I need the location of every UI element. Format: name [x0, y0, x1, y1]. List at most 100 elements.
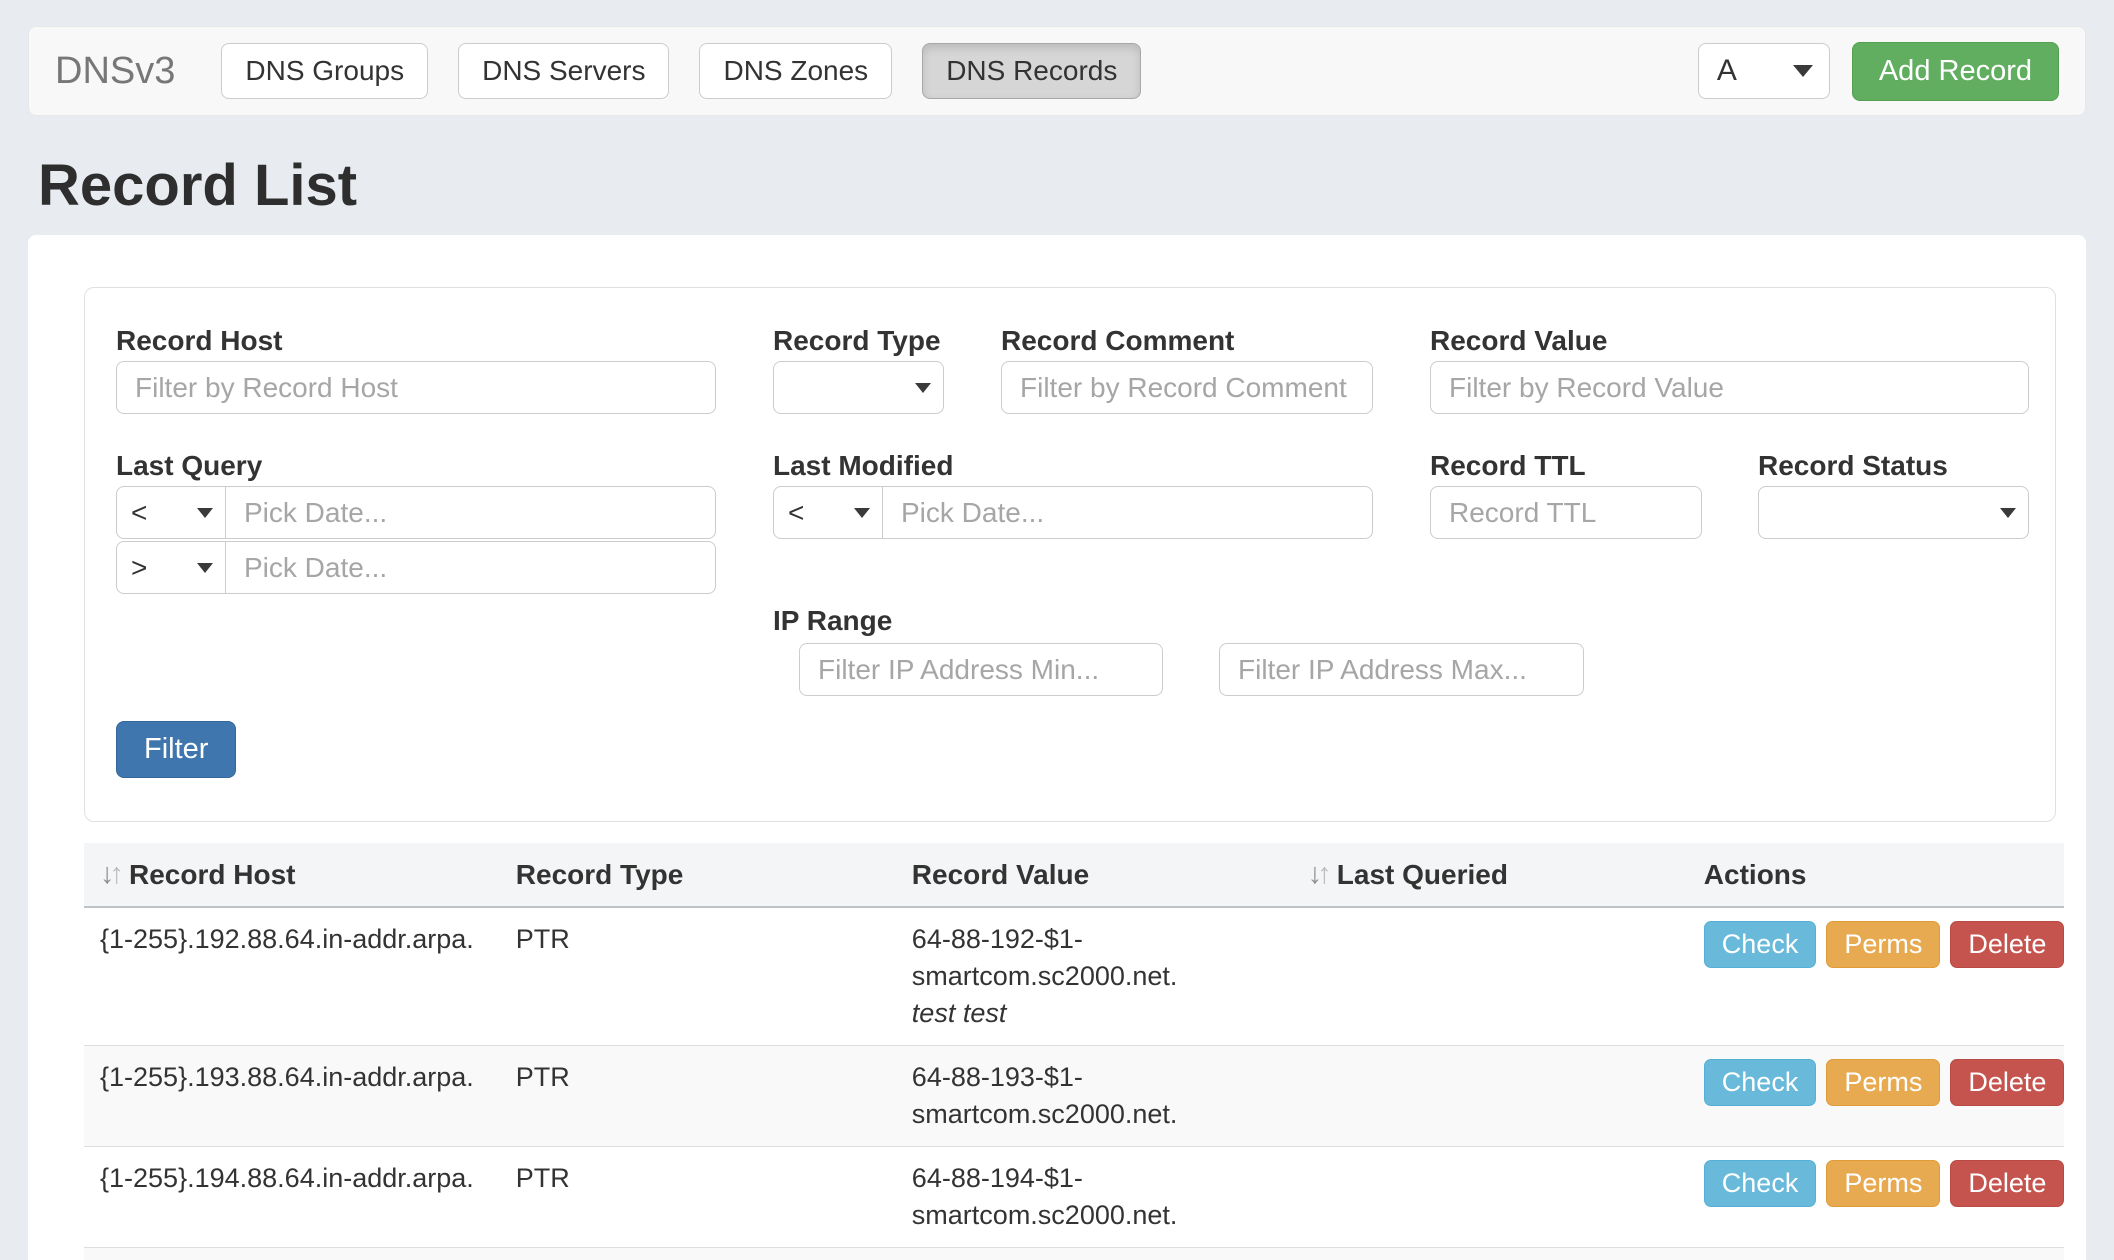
record-value-cell: 64-88-194-$1-smartcom.sc2000.net. — [896, 1147, 1292, 1247]
last-modified-op-select[interactable]: < — [773, 486, 883, 539]
last-query-before-group: < — [116, 486, 716, 539]
record-type-cell: PTR — [500, 1147, 896, 1247]
sort-icon: ↓↑ — [1308, 858, 1327, 891]
last-queried-cell — [1292, 908, 1688, 1045]
nav-items: DNS Groups DNS Servers DNS Zones DNS Record… — [221, 43, 1171, 99]
delete-button[interactable]: Delete — [1950, 1160, 2064, 1207]
table-row: {1-255}.192.88.64.in-addr.arpa.PTR64-88-… — [84, 908, 2064, 1045]
check-button[interactable]: Check — [1704, 1160, 1817, 1207]
page-title: Record List — [38, 152, 357, 219]
chevron-down-icon — [197, 563, 213, 573]
last-query-after-op-value: > — [131, 552, 147, 584]
delete-button[interactable]: Delete — [1950, 921, 2064, 968]
record-host-cell: {1-255}.194.88.64.in-addr.arpa. — [84, 1147, 500, 1247]
record-status-filter-group: Record Status — [1758, 449, 2029, 539]
delete-button[interactable]: Delete — [1950, 1059, 2064, 1106]
record-host-filter-group: Record Host — [116, 324, 716, 414]
add-record-button[interactable]: Add Record — [1852, 42, 2059, 101]
table-header-row: ↓↑ Record Host Record Type Record Value … — [84, 843, 2064, 908]
column-header-actions: Actions — [1688, 843, 2064, 906]
last-query-before-date-input[interactable] — [225, 486, 716, 539]
record-host-filter-input[interactable] — [116, 361, 716, 414]
navbar: DNSv3 DNS GroupsDNS ServersDNS ZonesDNS … — [28, 26, 2086, 116]
chevron-down-icon — [1793, 65, 1813, 77]
row-actions: CheckPermsDelete — [1704, 1059, 2048, 1106]
last-modified-group: < — [773, 486, 1373, 539]
record-value-filter-input[interactable] — [1430, 361, 2029, 414]
last-query-after-date-input[interactable] — [225, 541, 716, 594]
ip-range-label: IP Range — [773, 604, 892, 638]
record-value-cell: 64-88-192-$1-smartcom.sc2000.net.test te… — [896, 908, 1292, 1045]
ip-address-min-input[interactable] — [799, 643, 1163, 696]
record-comment-filter-input[interactable] — [1001, 361, 1373, 414]
last-query-after-op-select[interactable]: > — [116, 541, 226, 594]
row-actions: CheckPermsDelete — [1704, 921, 2048, 968]
perms-button[interactable]: Perms — [1826, 1160, 1940, 1207]
table-row: {1-255}.194.88.64.in-addr.arpa.PTR64-88-… — [84, 1146, 2064, 1247]
check-button[interactable]: Check — [1704, 1059, 1817, 1106]
row-actions: CheckPermsDelete — [1704, 1160, 2048, 1207]
record-type-filter-select[interactable] — [773, 361, 944, 414]
last-modified-label: Last Modified — [773, 449, 1373, 483]
record-type-filter-group: Record Type — [773, 324, 944, 414]
last-queried-cell — [1292, 1147, 1688, 1247]
record-type-select-value: A — [1717, 54, 1737, 88]
record-value-label: Record Value — [1430, 324, 2029, 358]
record-ttl-filter-input[interactable] — [1430, 486, 1702, 539]
perms-button[interactable]: Perms — [1826, 921, 1940, 968]
chevron-down-icon — [854, 508, 870, 518]
table-row: {1-255}.193.88.64.in-addr.arpa.PTR64-88-… — [84, 1045, 2064, 1146]
record-value-text: 64-88-192-$1-smartcom.sc2000.net. — [912, 921, 1276, 995]
nav-item-dns-groups[interactable]: DNS Groups — [221, 43, 428, 99]
column-header-record-value: Record Value — [896, 843, 1292, 906]
check-button[interactable]: Check — [1704, 921, 1817, 968]
chevron-down-icon — [915, 383, 931, 393]
nav-item-dns-zones[interactable]: DNS Zones — [699, 43, 892, 99]
last-query-before-op-select[interactable]: < — [116, 486, 226, 539]
column-header-label: Record Type — [516, 859, 684, 891]
table-row-partial — [84, 1247, 2064, 1260]
column-header-label: Record Host — [129, 859, 295, 891]
records-table: ↓↑ Record Host Record Type Record Value … — [84, 843, 2064, 1260]
last-query-filter-group: Last Query < > — [116, 449, 716, 594]
record-value-filter-group: Record Value — [1430, 324, 2029, 414]
nav-item-dns-servers[interactable]: DNS Servers — [458, 43, 669, 99]
app-brand[interactable]: DNSv3 — [55, 50, 175, 93]
ip-address-max-input[interactable] — [1219, 643, 1584, 696]
table-body: {1-255}.192.88.64.in-addr.arpa.PTR64-88-… — [84, 908, 2064, 1247]
last-query-after-group: > — [116, 541, 716, 594]
filter-panel: Record Host Record Type Record Comment R… — [84, 287, 2056, 822]
record-type-cell: PTR — [500, 1046, 896, 1146]
filter-submit-button[interactable]: Filter — [116, 721, 236, 778]
column-header-label: Last Queried — [1337, 859, 1508, 891]
record-value-text: 64-88-194-$1-smartcom.sc2000.net. — [912, 1160, 1276, 1234]
sort-icon: ↓↑ — [100, 858, 119, 891]
last-query-label: Last Query — [116, 449, 716, 483]
record-type-select[interactable]: A — [1698, 43, 1830, 99]
record-value-text: 64-88-193-$1-smartcom.sc2000.net. — [912, 1059, 1276, 1133]
actions-cell: CheckPermsDelete — [1688, 1046, 2064, 1146]
chevron-down-icon — [2000, 508, 2016, 518]
record-status-filter-select[interactable] — [1758, 486, 2029, 539]
column-header-record-type: Record Type — [500, 843, 896, 906]
column-header-record-host[interactable]: ↓↑ Record Host — [84, 843, 500, 906]
column-header-label: Record Value — [912, 859, 1089, 891]
record-ttl-label: Record TTL — [1430, 449, 1702, 483]
main-content: Record Host Record Type Record Comment R… — [28, 235, 2086, 1260]
last-modified-op-value: < — [788, 497, 804, 529]
record-ttl-filter-group: Record TTL — [1430, 449, 1702, 539]
record-value-cell: 64-88-193-$1-smartcom.sc2000.net. — [896, 1046, 1292, 1146]
column-header-last-queried[interactable]: ↓↑ Last Queried — [1292, 843, 1688, 906]
record-type-cell: PTR — [500, 908, 896, 1045]
last-queried-cell — [1292, 1046, 1688, 1146]
last-modified-date-input[interactable] — [882, 486, 1373, 539]
nav-item-dns-records[interactable]: DNS Records — [922, 43, 1141, 99]
record-host-cell: {1-255}.193.88.64.in-addr.arpa. — [84, 1046, 500, 1146]
record-comment-filter-group: Record Comment — [1001, 324, 1373, 414]
record-comment-text: test test — [912, 995, 1276, 1032]
record-type-label: Record Type — [773, 324, 944, 358]
record-status-label: Record Status — [1758, 449, 2029, 483]
chevron-down-icon — [197, 508, 213, 518]
actions-cell: CheckPermsDelete — [1688, 908, 2064, 1045]
perms-button[interactable]: Perms — [1826, 1059, 1940, 1106]
